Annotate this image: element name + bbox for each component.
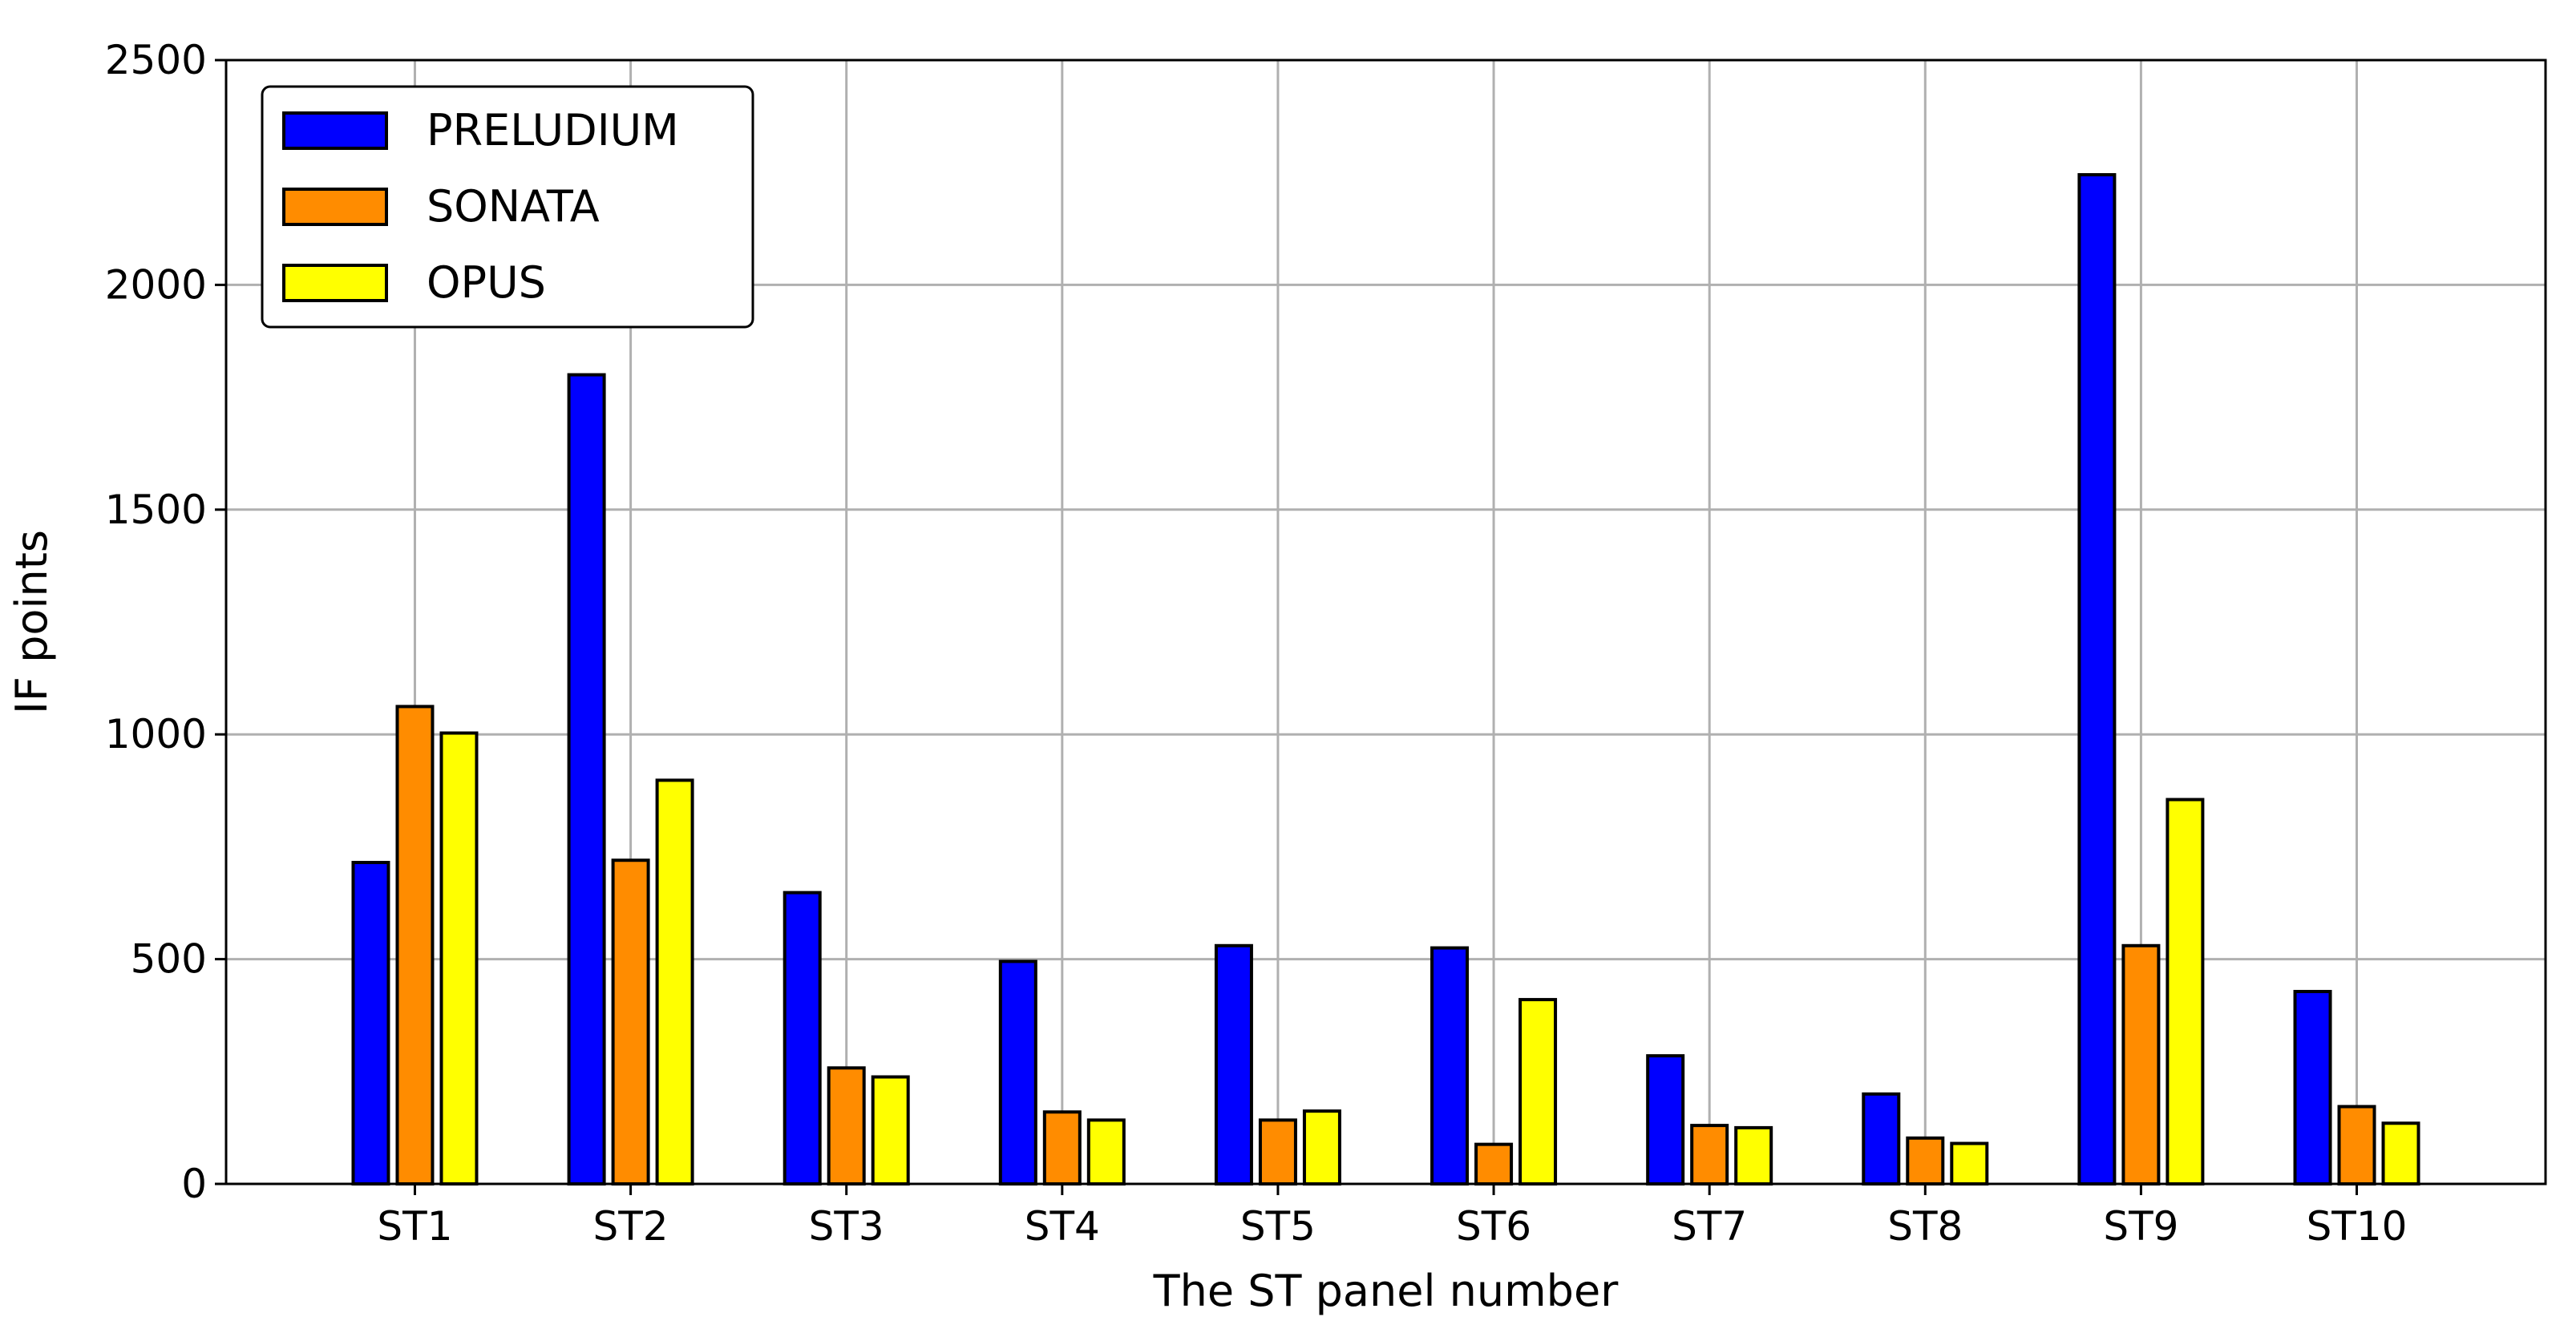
- bar-preludium-st3: [783, 891, 822, 1186]
- bar-preludium-st10: [2293, 989, 2332, 1186]
- bar-preludium-st2: [567, 373, 606, 1186]
- y-tick-label: 0: [181, 1161, 207, 1207]
- legend-swatch-opus: [282, 264, 388, 302]
- x-tick-label: ST6: [1456, 1203, 1531, 1250]
- y-tick-label: 500: [131, 936, 207, 983]
- y-tick-label: 2500: [105, 37, 207, 83]
- bar-sonata-st1: [395, 705, 435, 1186]
- y-axis-ticks: 0 500 1000 1500 2000 2500: [105, 37, 226, 1207]
- bar-opus-st1: [439, 731, 479, 1186]
- x-axis-label: The ST panel number: [1153, 1266, 1620, 1316]
- x-tick-label: ST1: [377, 1203, 452, 1250]
- legend-label-sonata: SONATA: [427, 181, 600, 232]
- bar-preludium-st7: [1646, 1054, 1685, 1186]
- legend: PRELUDIUM SONATA OPUS: [261, 85, 754, 329]
- bar-opus-st8: [1950, 1141, 1989, 1186]
- y-tick-label: 2000: [105, 261, 207, 308]
- x-tick-label: ST8: [1887, 1203, 1963, 1250]
- x-tick-label: ST4: [1025, 1203, 1100, 1250]
- y-tick-label: 1000: [105, 711, 207, 757]
- bar-preludium-st5: [1214, 943, 1253, 1186]
- bar-sonata-st7: [1690, 1124, 1729, 1186]
- bars-layer: [351, 173, 2420, 1186]
- legend-label-opus: OPUS: [427, 257, 546, 308]
- x-tick-label: ST5: [1240, 1203, 1316, 1250]
- legend-swatch-preludium: [282, 111, 388, 150]
- bar-opus-st5: [1302, 1109, 1341, 1186]
- bar-opus-st4: [1086, 1118, 1126, 1186]
- plot-frame: [224, 59, 2547, 1186]
- bar-sonata-st2: [611, 858, 650, 1186]
- bar-preludium-st4: [998, 959, 1037, 1186]
- bar-preludium-st8: [1862, 1092, 1901, 1186]
- bar-opus-st7: [1734, 1125, 1773, 1186]
- bar-opus-st3: [871, 1075, 910, 1186]
- bar-sonata-st8: [1906, 1136, 1945, 1186]
- bar-sonata-st9: [2121, 943, 2161, 1186]
- legend-swatch-sonata: [282, 188, 388, 226]
- x-axis-ticks: ST1 ST2 ST3 ST4 ST5 ST6 ST7 ST8 ST9 ST10: [377, 1184, 2407, 1250]
- bar-opus-st10: [2381, 1121, 2420, 1186]
- bar-preludium-st6: [1430, 946, 1470, 1186]
- legend-label-preludium: PRELUDIUM: [427, 105, 679, 156]
- bar-opus-st6: [1519, 998, 1558, 1186]
- bar-opus-st2: [655, 778, 694, 1186]
- x-tick-label: ST9: [2103, 1203, 2178, 1250]
- x-tick-label: ST7: [1672, 1203, 1747, 1250]
- bar-sonata-st3: [827, 1066, 866, 1186]
- bar-sonata-st5: [1258, 1118, 1297, 1186]
- bar-opus-st9: [2166, 798, 2205, 1186]
- y-axis-label: IF points: [6, 530, 57, 714]
- bar-sonata-st6: [1474, 1142, 1514, 1186]
- y-tick-label: 1500: [105, 487, 207, 533]
- x-tick-label: ST2: [593, 1203, 669, 1250]
- x-tick-label: ST3: [809, 1203, 884, 1250]
- x-tick-label: ST10: [2307, 1203, 2408, 1250]
- bar-preludium-st1: [351, 861, 390, 1186]
- bar-preludium-st9: [2077, 173, 2117, 1186]
- bar-sonata-st10: [2337, 1105, 2376, 1186]
- bar-sonata-st4: [1042, 1110, 1082, 1186]
